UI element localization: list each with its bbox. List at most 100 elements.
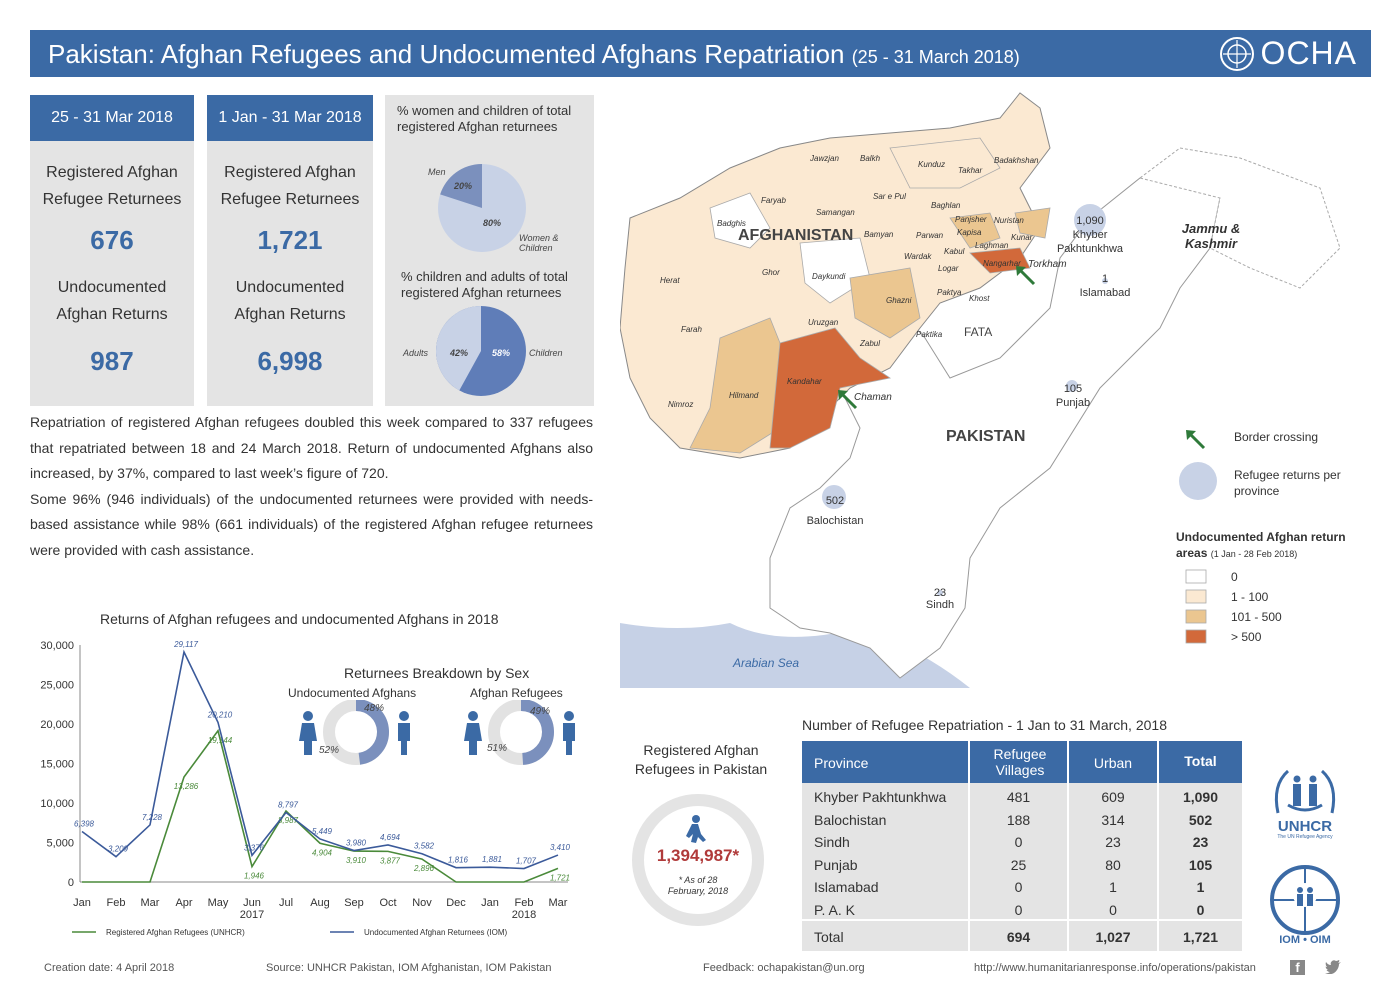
registered-value: 1,394,987*: [656, 846, 740, 865]
iom-logo-icon: [1270, 865, 1340, 935]
page-title: Pakistan: Afghan Refugees and Undocument…: [48, 39, 845, 69]
data-label: 1,946: [244, 872, 265, 881]
province-label-herat: Herat: [660, 276, 680, 285]
border-crossing-icon: [838, 390, 858, 410]
x-tick-label: Aug: [310, 897, 330, 909]
data-label: 3,376: [244, 843, 265, 852]
return-sindh: 23 Sindh: [925, 587, 955, 611]
province-label-sar-e-pul: Sar e Pul: [873, 192, 906, 201]
sex-undoc-donut: [299, 700, 410, 765]
x-tick-label: Jul: [279, 897, 293, 909]
unhcr-text: UNHCR: [1277, 818, 1333, 835]
data-label: 3,910: [346, 856, 367, 865]
province-label-daykundi: Daykundi: [812, 272, 846, 281]
table-cell-value: 0: [1196, 901, 1205, 918]
label-fata: FATA: [964, 325, 993, 339]
province-label-farah: Farah: [681, 325, 702, 334]
province-label-ghazni: Ghazni: [886, 296, 912, 305]
province-label-paktya: Paktya: [937, 288, 962, 297]
province-label-parwan: Parwan: [916, 231, 944, 240]
legend-bin-1: 1 - 100: [1231, 590, 1269, 604]
y-tick-label: 5,000: [46, 838, 74, 850]
data-label: 1,707: [516, 857, 537, 866]
table-cell-province: Balochistan: [814, 811, 887, 828]
legend-returns: Refugee returns per province: [1234, 468, 1341, 498]
sex-undoc-label: Undocumented Afghans: [288, 686, 417, 700]
province-label-hilmand: Hilmand: [729, 391, 759, 400]
sex-ref-m: 51%: [487, 743, 508, 754]
data-label: 2,896: [413, 864, 435, 873]
pie-women-chart: [438, 164, 526, 252]
series-line-0: [82, 728, 559, 883]
card-ytd-label2: Undocumented Afghan Returns: [234, 279, 346, 323]
pie-children-pct: 58%: [492, 348, 511, 358]
table-cell-value: 0: [1014, 901, 1023, 918]
card-week-value1: 676: [90, 225, 134, 255]
x-tick-label: Feb: [107, 897, 126, 909]
data-label: 13,286: [174, 782, 199, 791]
x-year-label: 2018: [512, 909, 536, 921]
province-label-ghor: Ghor: [762, 268, 780, 277]
unhcr-logo-icon: [1274, 769, 1336, 814]
province-label-bamyan: Bamyan: [864, 230, 894, 239]
data-label: 7,228: [142, 813, 163, 822]
data-label: 3,410: [550, 843, 571, 852]
pie-men-pct: 20%: [454, 181, 473, 191]
table-cell-value: 314: [1101, 811, 1125, 828]
province-label-khost: Khost: [969, 294, 990, 303]
th-urban: Urban: [1093, 755, 1133, 771]
twitter-icon[interactable]: [1325, 960, 1341, 974]
sex-undoc-f: 48%: [364, 703, 385, 714]
data-label: 6,398: [74, 819, 95, 828]
x-tick-label: Mar: [549, 897, 568, 909]
return-balochistan: 502 Balochistan: [806, 495, 864, 527]
province-label-kapisa: Kapisa: [957, 228, 982, 237]
table-cell-province: P. A. K: [814, 901, 855, 918]
card-ytd-period: 1 Jan - 31 Mar 2018: [207, 95, 373, 141]
facebook-icon[interactable]: f: [1290, 960, 1305, 975]
data-label: 8,797: [278, 801, 299, 810]
province-label-nimroz: Nimroz: [668, 400, 694, 409]
footer-source: Source: UNHCR Pakistan, IOM Afghanistan,…: [266, 962, 552, 974]
iom-text: IOM • OIM: [1279, 934, 1331, 946]
label-pakistan: PAKISTAN: [946, 428, 1026, 445]
table-cell-value: 105: [1188, 856, 1213, 873]
legend-bin-3: > 500: [1231, 630, 1262, 644]
returns-line-chart: 30,000 25,000 20,000 15,000 10,000 5,000 0 Jan F…: [40, 640, 571, 937]
label-chaman: Chaman: [854, 392, 892, 403]
province-label-kandahar: Kandahar: [787, 377, 822, 386]
legend-bubble-icon: [1179, 462, 1217, 500]
label-jk: Jammu & Kashmir: [1181, 221, 1241, 251]
y-tick-label: 25,000: [40, 680, 74, 692]
province-label-zabul: Zabul: [860, 339, 881, 348]
province-label-uruzgan: Uruzgan: [808, 318, 839, 327]
province-label-logar: Logar: [938, 264, 959, 273]
province-label-kabul: Kabul: [944, 247, 965, 256]
map-svg: [619, 92, 1341, 688]
card-week-label1: Registered Afghan Refugee Returnees: [42, 164, 182, 208]
table-cell-value: 25: [1010, 856, 1027, 873]
province-label-kunar: Kunar: [1011, 233, 1033, 242]
data-label: 8,987: [278, 816, 299, 825]
footer-feedback[interactable]: Feedback: ochapakistan@un.org: [703, 962, 865, 974]
footer-url[interactable]: http://www.humanitarianresponse.info/ope…: [974, 962, 1256, 974]
ocha-logo: OCHA: [1219, 35, 1357, 72]
return-isl: 1 Islamabad: [1079, 273, 1131, 299]
x-tick-label: Jan: [481, 897, 499, 909]
table-cell-value: 1: [1109, 879, 1117, 895]
table-title: Number of Refugee Repatriation - 1 Jan t…: [802, 717, 1167, 733]
table-cell-value: 23: [1192, 834, 1209, 850]
female-icon: [299, 711, 317, 755]
x-year-label: 2017: [240, 909, 264, 921]
pie-men-label: Men: [428, 167, 446, 177]
province-label-wardak: Wardak: [904, 252, 932, 261]
table-cell-value: 80: [1105, 856, 1121, 873]
total-urban: 1,027: [1095, 929, 1131, 945]
card-week-period: 25 - 31 Mar 2018: [30, 95, 194, 141]
data-label: 4,694: [380, 833, 401, 842]
female-icon: [464, 711, 482, 755]
province-label-samangan: Samangan: [816, 208, 855, 217]
un-emblem-icon: [1219, 36, 1254, 71]
table-cell-value: 502: [1188, 811, 1213, 828]
y-tick-label: 15,000: [40, 759, 74, 771]
